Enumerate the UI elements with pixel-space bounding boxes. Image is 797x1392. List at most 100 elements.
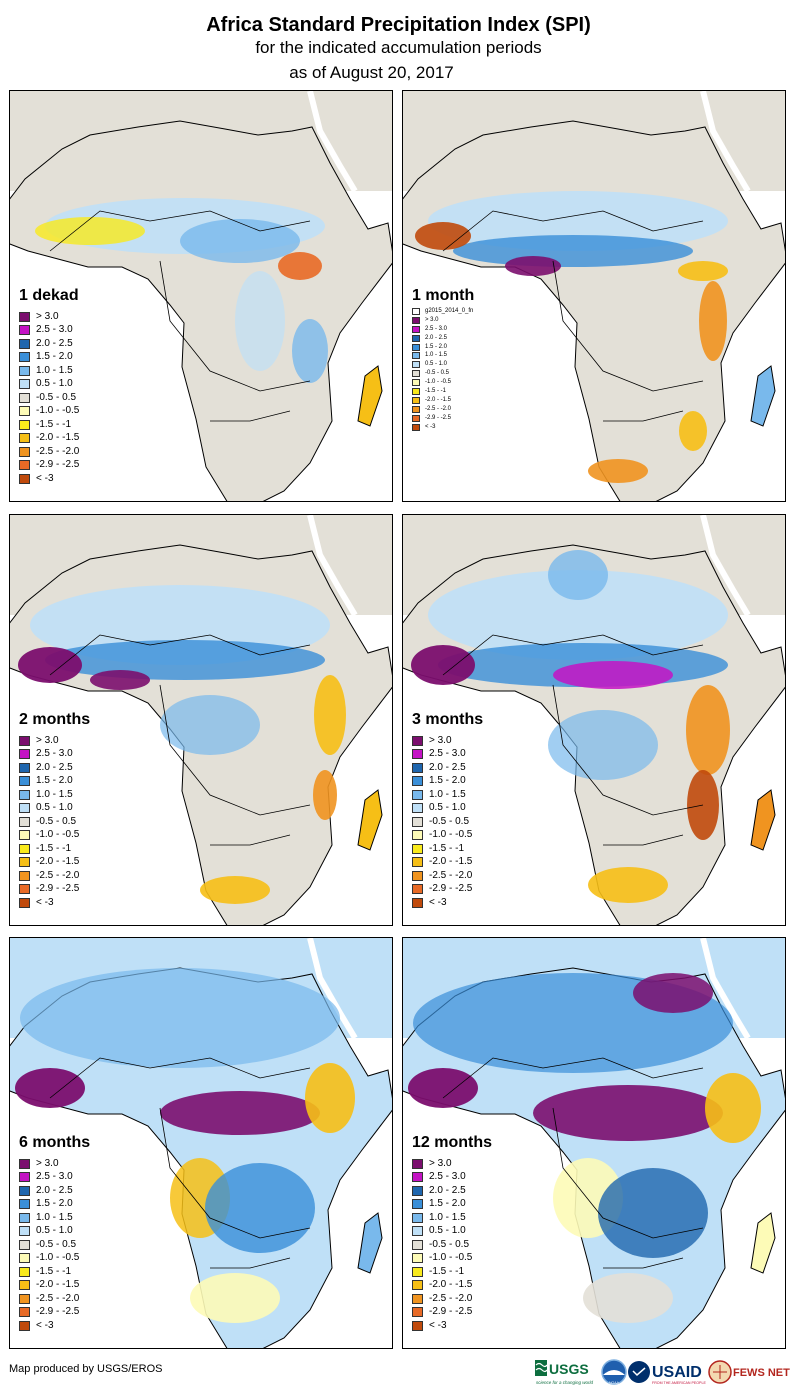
fewsnet-wordmark: FEWS NET — [733, 1367, 790, 1379]
legend-item: -1.5 - -1 — [412, 842, 472, 856]
legend-label: 2.5 - 3.0 — [429, 748, 466, 760]
spi-legend: > 3.0 2.5 - 3.0 2.0 - 2.5 1.5 - 2.0 1.0 … — [19, 734, 79, 910]
panel-label: 3 months — [412, 711, 484, 728]
africa-map-1-month — [403, 91, 785, 501]
legend-item: -2.0 - -1.5 — [19, 432, 79, 446]
legend-label: -1.5 - -1 — [429, 1265, 465, 1277]
legend-label: -1.0 - -0.5 — [36, 829, 80, 841]
legend-item: 2.0 - 2.5 — [19, 761, 79, 775]
legend-item: 2.0 - 2.5 — [19, 1184, 79, 1198]
legend-item: 0.5 - 1.0 — [412, 802, 472, 816]
legend-item: 2.5 - 3.0 — [412, 748, 472, 762]
legend-item: > 3.0 — [412, 734, 472, 748]
africa-map-1-dekad — [10, 91, 392, 501]
legend-item: -1.0 - -0.5 — [412, 1252, 472, 1266]
legend-label: > 3.0 — [429, 1157, 452, 1169]
legend-item: 1.5 - 2.0 — [412, 775, 472, 789]
africa-map-2-months — [10, 515, 392, 925]
legend-label: 2.0 - 2.5 — [36, 337, 73, 349]
legend-swatch — [412, 1185, 423, 1196]
legend-swatch — [19, 816, 30, 827]
legend-label: 1.0 - 1.5 — [36, 1211, 73, 1223]
legend-swatch — [412, 897, 423, 908]
legend-item: 2.5 - 3.0 — [412, 1171, 472, 1185]
legend-swatch — [412, 1172, 423, 1183]
legend-item: -1.0 - -0.5 — [412, 378, 473, 387]
legend-label: < -3 — [36, 1319, 54, 1331]
legend-swatch — [19, 789, 30, 800]
legend-swatch — [19, 446, 30, 457]
panel-label: 2 months — [19, 711, 91, 728]
legend-swatch — [19, 379, 30, 390]
legend-item: 2.0 - 2.5 — [412, 1184, 472, 1198]
legend-swatch — [412, 334, 420, 342]
legend-item: 2.0 - 2.5 — [19, 337, 79, 351]
partner-logos: USGS science for a changing world NOAA U… — [535, 1359, 790, 1385]
legend-item: -2.9 - -2.5 — [19, 883, 79, 897]
legend-label: -2.0 - -1.5 — [429, 856, 473, 868]
spi-legend: > 3.0 2.5 - 3.0 2.0 - 2.5 1.5 - 2.0 1.0 … — [412, 1157, 472, 1333]
legend-item: 2.5 - 3.0 — [19, 1171, 79, 1185]
legend-swatch — [412, 776, 423, 787]
legend-swatch — [19, 830, 30, 841]
legend-label: 2.0 - 2.5 — [425, 334, 448, 341]
legend-item: -0.5 - 0.5 — [412, 1238, 472, 1252]
legend-swatch — [412, 1158, 423, 1169]
legend-swatch — [412, 325, 420, 333]
legend-label: 2.0 - 2.5 — [36, 1184, 73, 1196]
legend-label: 1.5 - 2.0 — [36, 775, 73, 787]
legend-swatch — [19, 776, 30, 787]
legend-label: 1.5 - 2.0 — [429, 1198, 466, 1210]
legend-label: -2.0 - -1.5 — [36, 432, 80, 444]
legend-label: -1.5 - -1 — [36, 418, 72, 430]
legend-item: -2.0 - -1.5 — [412, 856, 472, 870]
legend-label: 0.5 - 1.0 — [425, 361, 448, 368]
legend-item: -2.9 - -2.5 — [412, 414, 473, 423]
legend-label: > 3.0 — [36, 734, 59, 746]
spi-legend: > 3.0 2.5 - 3.0 2.0 - 2.5 1.5 - 2.0 1.0 … — [19, 1157, 79, 1333]
legend-item: > 3.0 — [19, 734, 79, 748]
legend-swatch — [19, 338, 30, 349]
legend-swatch — [19, 473, 30, 484]
legend-item: > 3.0 — [19, 310, 79, 324]
legend-swatch — [19, 1280, 30, 1291]
legend-swatch — [412, 1320, 423, 1331]
legend-swatch — [412, 343, 420, 351]
legend-item: -2.0 - -1.5 — [19, 856, 79, 870]
legend-label: -2.5 - -2.0 — [425, 405, 452, 412]
legend-label: -2.0 - -1.5 — [425, 396, 452, 403]
legend-swatch — [19, 1172, 30, 1183]
legend-label: -2.0 - -1.5 — [429, 1279, 473, 1291]
legend-swatch — [412, 1280, 423, 1291]
legend-swatch — [19, 365, 30, 376]
legend-swatch — [19, 1293, 30, 1304]
legend-label: > 3.0 — [36, 1157, 59, 1169]
usaid-tagline: FROM THE AMERICAN PEOPLE — [652, 1381, 706, 1385]
legend-label: 0.5 - 1.0 — [429, 802, 466, 814]
legend-swatch — [412, 414, 420, 422]
legend-label: 1.0 - 1.5 — [425, 352, 448, 359]
legend-item: < -3 — [412, 1319, 472, 1333]
legend-label: 1.5 - 2.0 — [429, 775, 466, 787]
usgs-tagline: science for a changing world — [536, 1380, 594, 1385]
legend-item: -2.5 - -2.0 — [19, 1292, 79, 1306]
legend-label: -2.0 - -1.5 — [36, 856, 80, 868]
legend-label: -1.5 - -1 — [36, 1265, 72, 1277]
legend-item: -2.9 - -2.5 — [19, 459, 79, 473]
legend-label: -1.0 - -0.5 — [429, 1252, 473, 1264]
map-panel-12-months: 12 months > 3.0 2.5 - 3.0 2.0 - 2.5 1.5 … — [402, 937, 786, 1349]
legend-item: 0.5 - 1.0 — [19, 1225, 79, 1239]
legend-item: 1.0 - 1.5 — [412, 1211, 472, 1225]
legend-item: -2.5 - -2.0 — [412, 869, 472, 883]
legend-label: -1.5 - -1 — [425, 387, 447, 394]
legend-swatch — [412, 1253, 423, 1264]
legend-label: 1.5 - 2.0 — [36, 351, 73, 363]
legend-label: -1.5 - -1 — [36, 842, 72, 854]
legend-label: -1.0 - -0.5 — [36, 405, 80, 417]
legend-item: 1.5 - 2.0 — [412, 343, 473, 352]
legend-item: -2.5 - -2.0 — [412, 405, 473, 414]
legend-swatch — [19, 392, 30, 403]
spi-legend: g2015_2014_0_fn > 3.0 2.5 - 3.0 2.0 - 2.… — [412, 307, 473, 431]
legend-label: -2.9 - -2.5 — [36, 1306, 80, 1318]
legend-swatch — [412, 1212, 423, 1223]
